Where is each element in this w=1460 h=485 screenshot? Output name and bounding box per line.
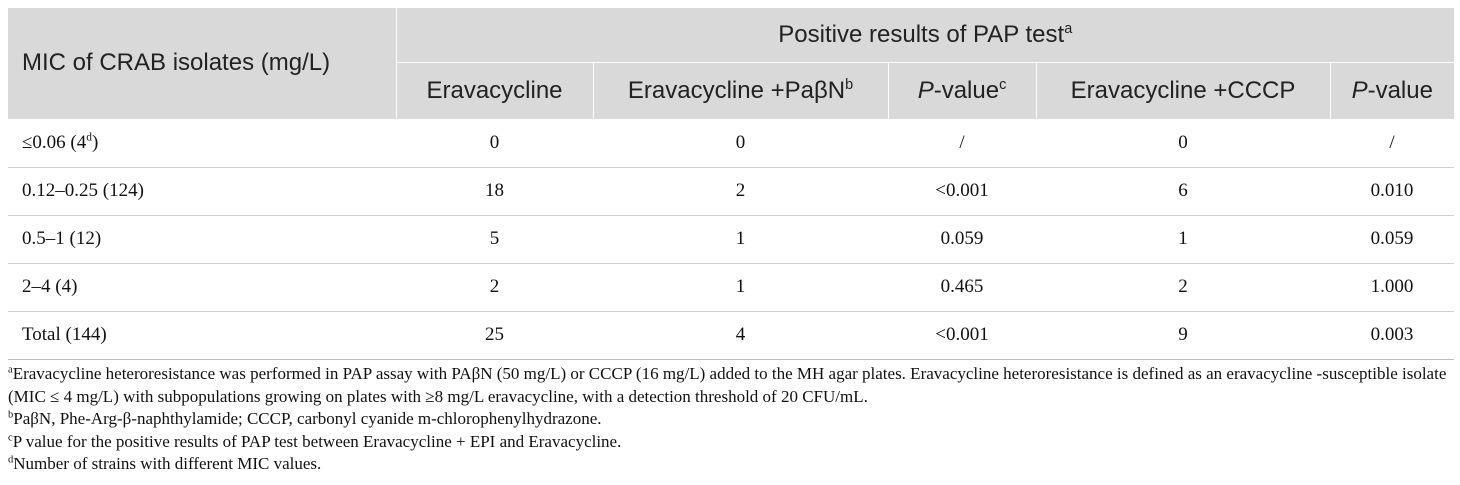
cell-p-value-pabn: <0.001 — [888, 311, 1036, 360]
footnote-mark-b: b — [845, 77, 854, 93]
col-header-eravacycline: Eravacycline — [395, 62, 593, 119]
group-header: Positive results of PAP testa — [395, 8, 1455, 63]
table-footnotes: aEravacycline heteroresistance was perfo… — [8, 363, 1454, 476]
cell-eravacycline-pabn: 1 — [593, 215, 888, 264]
header-row-sub: Eravacycline Eravacycline +PaβNb P-value… — [8, 62, 1455, 119]
cell-eravacycline-cccp: 9 — [1036, 311, 1330, 360]
footnote-d: dNumber of strains with different MIC va… — [8, 453, 1454, 476]
cell-eravacycline-pabn: 4 — [593, 311, 888, 360]
group-header-label: Positive results of PAP test — [778, 21, 1065, 48]
row-label-end: ) — [91, 132, 99, 153]
col-header-eravacycline-pabn: Eravacycline +PaβNb — [592, 62, 888, 119]
col-header-label: -value — [1367, 77, 1433, 104]
cell-p-value-pabn: 0.059 — [888, 215, 1036, 264]
cell-eravacycline: 25 — [396, 311, 593, 360]
col-header-p-value-cccp: P-value — [1329, 62, 1455, 119]
cell-p-value-pabn: <0.001 — [888, 167, 1036, 216]
col-header-label: -value — [933, 77, 1000, 104]
row-label: ≤0.06 (4 — [22, 132, 87, 153]
footnote-a: aEravacycline heteroresistance was perfo… — [8, 363, 1454, 408]
row-label-header: MIC of CRAB isolates (mg/L) — [8, 8, 396, 120]
pap-results-table: MIC of CRAB isolates (mg/L) Positive res… — [8, 8, 1455, 360]
cell-eravacycline-cccp: 6 — [1036, 167, 1330, 216]
cell-p-value-pabn: 0.465 — [888, 263, 1036, 312]
cell-p-value-cccp: 1.000 — [1330, 263, 1455, 312]
p-italic: P — [1351, 77, 1368, 104]
cell-eravacycline-pabn: 1 — [593, 263, 888, 312]
cell-p-value-cccp: 0.010 — [1330, 167, 1455, 216]
cell-eravacycline-cccp: 2 — [1036, 263, 1330, 312]
col-header-label: Eravacycline +PaβN — [627, 77, 846, 104]
table-row: 2–4 (4) 2 1 0.465 2 1.000 — [8, 263, 1455, 312]
footnote-c: cP value for the positive results of PAP… — [8, 431, 1454, 454]
row-label-cell: 2–4 (4) — [8, 263, 396, 312]
footnote-text: PaβN, Phe-Arg-β-naphthylamide; CCCP, car… — [13, 409, 602, 428]
footnote-mark: b — [8, 409, 14, 421]
footnote-text: Number of strains with different MIC val… — [13, 454, 322, 473]
footnote-text: Eravacycline heteroresistance was perfor… — [8, 364, 1447, 406]
cell-eravacycline-cccp: 1 — [1036, 215, 1330, 264]
row-label-cell: 0.5–1 (12) — [8, 215, 396, 264]
cell-eravacycline: 18 — [396, 167, 593, 216]
cell-eravacycline-cccp: 0 — [1036, 119, 1330, 168]
cell-p-value-cccp: / — [1330, 119, 1455, 168]
table-row: 0.5–1 (12) 5 1 0.059 1 0.059 — [8, 215, 1455, 264]
col-header-label: Eravacycline +CCCP — [1070, 77, 1296, 104]
header-row-top: MIC of CRAB isolates (mg/L) Positive res… — [8, 8, 1455, 120]
cell-eravacycline: 5 — [396, 215, 593, 264]
cell-p-value-pabn: / — [888, 119, 1036, 168]
cell-eravacycline: 0 — [396, 119, 593, 168]
footnote-text: P value for the positive results of PAP … — [12, 431, 622, 451]
footnote-mark-d: d — [86, 131, 92, 144]
table-row: Total (144) 25 4 <0.001 9 0.003 — [8, 311, 1455, 360]
footnote-b: bPaβN, Phe-Arg-β-naphthylamide; CCCP, ca… — [8, 408, 1454, 431]
table-row: ≤0.06 (4d) 0 0 / 0 / — [8, 119, 1455, 168]
cell-eravacycline: 2 — [396, 263, 593, 312]
p-italic: P — [917, 77, 934, 104]
col-header-eravacycline-cccp: Eravacycline +CCCP — [1035, 62, 1330, 119]
footnote-mark: d — [8, 454, 14, 466]
row-label-cell: Total (144) — [8, 311, 396, 360]
cell-eravacycline-pabn: 0 — [593, 119, 888, 168]
col-header-p-value-pabn: P-valuec — [887, 62, 1036, 119]
results-table-container: MIC of CRAB isolates (mg/L) Positive res… — [8, 8, 1455, 360]
cell-p-value-cccp: 0.003 — [1330, 311, 1455, 360]
row-label-cell: 0.12–0.25 (124) — [8, 167, 396, 216]
footnote-mark: c — [8, 431, 13, 443]
table-row: 0.12–0.25 (124) 18 2 <0.001 6 0.010 — [8, 167, 1455, 216]
row-label-cell: ≤0.06 (4d) — [8, 119, 396, 168]
cell-eravacycline-pabn: 2 — [593, 167, 888, 216]
footnote-mark: a — [8, 364, 13, 376]
cell-p-value-cccp: 0.059 — [1330, 215, 1455, 264]
footnote-mark-a: a — [1064, 21, 1073, 37]
col-header-label: Eravacycline — [426, 77, 563, 104]
footnote-mark-c: c — [999, 77, 1007, 93]
